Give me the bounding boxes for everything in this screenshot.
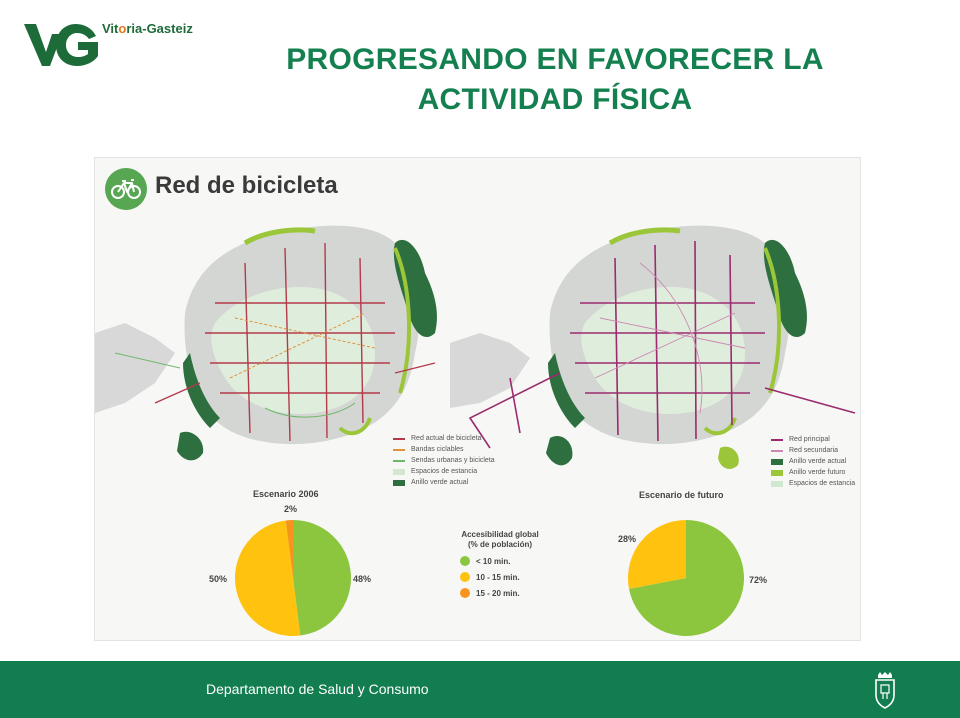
legend-item: Anillo verde actual <box>771 456 855 467</box>
page-title-line-2: ACTIVIDAD FÍSICA <box>417 83 693 116</box>
legend-item: Red principal <box>771 434 855 445</box>
pie-future-label-yellow: 28% <box>618 534 637 544</box>
scenario-2006-title: Escenario 2006 <box>253 489 319 499</box>
pie-scenario-2006 <box>235 520 352 636</box>
accessibility-item: < 10 min. <box>460 556 550 566</box>
pie-scenario-future <box>628 520 744 636</box>
legend-item: Red secundaria <box>771 445 855 456</box>
legend-item: Red actual de bicicleta <box>393 433 495 444</box>
legend-item: Bandas ciclables <box>393 444 495 455</box>
vg-logo-mark-icon <box>24 24 98 66</box>
pie-2006-label-green: 48% <box>353 574 372 584</box>
pie-2006-slice-0 <box>293 520 352 636</box>
pie-2006-label-yellow: 50% <box>209 574 228 584</box>
accessibility-item: 10 - 15 min. <box>460 572 550 582</box>
dot-icon <box>460 588 470 598</box>
legend-future: Red principal Red secundaria Anillo verd… <box>771 434 855 489</box>
pie-2006-slice-1 <box>235 520 301 636</box>
panel-heading: Red de bicicleta <box>155 172 338 199</box>
footer-bar: Departamento de Salud y Consumo <box>0 661 960 718</box>
legend-item: Espacios de estancia <box>771 478 855 489</box>
pie-future-label-green: 72% <box>749 575 768 585</box>
accessibility-legend: Accesibilidad global (% de población) < … <box>450 530 550 598</box>
pie-2006-slice-2 <box>285 520 293 578</box>
pie-future-slice-0 <box>629 520 744 636</box>
legend-item: Espacios de estancia <box>393 466 495 477</box>
legend-item: Anillo verde actual <box>393 477 495 488</box>
scenario-future-title: Escenario de futuro <box>639 490 724 500</box>
page-title-line-1: PROGRESANDO EN FAVORECER LA <box>286 43 824 76</box>
legend-item: Sendas urbanas y bicicleta <box>393 455 495 466</box>
department-name: Departamento de Salud y Consumo <box>206 681 429 697</box>
legend-current: Red actual de bicicleta Bandas ciclables… <box>393 433 495 488</box>
legend-item: Anillo verde futuro <box>771 467 855 478</box>
page-title: PROGRESANDO EN FAVORECER LA ACTIVIDAD FÍ… <box>240 40 870 120</box>
coat-of-arms-icon <box>875 672 895 709</box>
accessibility-title: Accesibilidad global (% de población) <box>461 530 539 549</box>
map-current-network <box>95 225 437 461</box>
logo-wordmark: Vitoria-Gasteiz <box>102 21 193 36</box>
accessibility-item: 15 - 20 min. <box>460 588 550 598</box>
dot-icon <box>460 556 470 566</box>
pie-future-slice-1 <box>628 520 686 589</box>
vitoria-gasteiz-logo: Vitoria-Gasteiz <box>22 20 193 70</box>
dot-icon <box>460 572 470 582</box>
pie-2006-label-small: 2% <box>284 504 298 514</box>
bicycle-icon <box>105 168 147 210</box>
map-future-network <box>450 225 856 469</box>
bike-network-figure: Red de bicicleta <box>94 157 861 641</box>
